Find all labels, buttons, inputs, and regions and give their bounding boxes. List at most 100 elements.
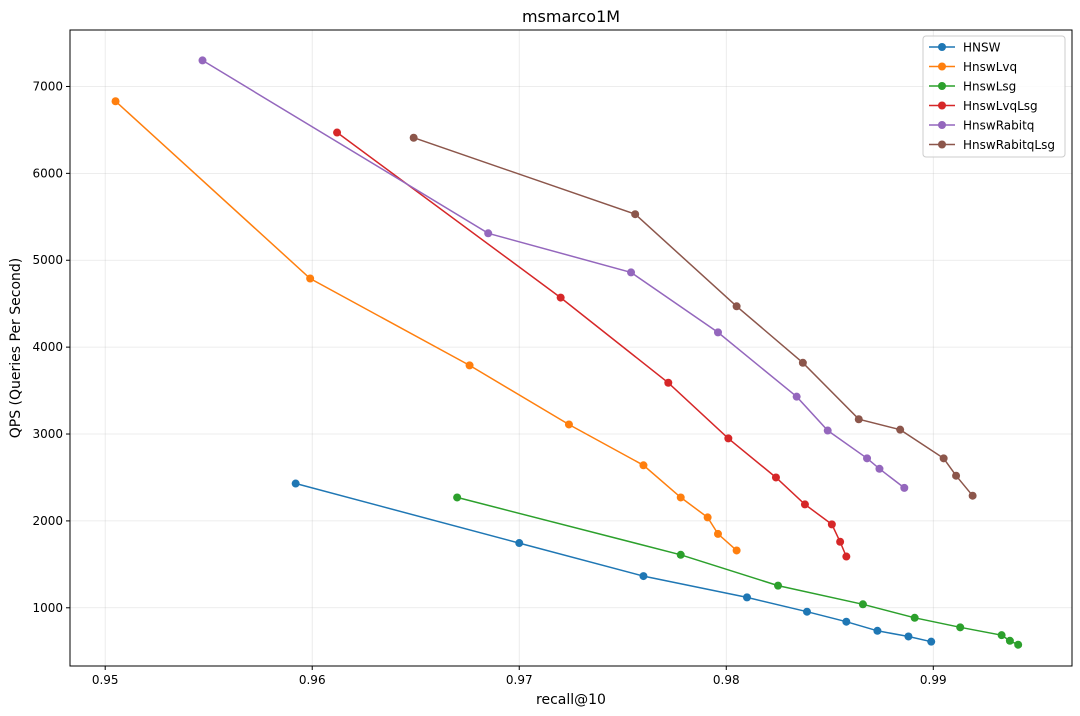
- y-tick-label: 5000: [32, 253, 63, 267]
- data-point-hnswrabitq: [627, 268, 636, 277]
- data-point-hnswlsg: [1014, 640, 1023, 649]
- legend-label: HnswLsg: [963, 80, 1016, 94]
- x-axis: 0.95 0.96 0.97 0.98 0.99: [92, 666, 947, 687]
- grid: [70, 30, 1072, 666]
- data-point-hnswrabitq: [198, 56, 207, 65]
- x-tick-label: 0.95: [92, 673, 119, 687]
- data-point-hnswlvq: [111, 97, 120, 106]
- data-point-hnswlvq: [564, 420, 573, 429]
- data-point-hnswrabitqlsg: [968, 491, 977, 500]
- legend-label: HnswRabitq: [963, 119, 1034, 133]
- data-point-hnswlvqlsg: [664, 378, 673, 387]
- series-layer: [111, 56, 1023, 649]
- series-hnswlvq: [111, 97, 741, 555]
- data-point-hnswrabitq: [875, 464, 884, 473]
- y-axis: 1000 2000 3000 4000 5000 6000 7000: [32, 79, 70, 615]
- legend-marker: [938, 101, 946, 110]
- y-tick-label: 3000: [32, 427, 63, 441]
- data-point-hnswrabitq: [484, 229, 493, 238]
- x-tick-label: 0.96: [299, 673, 326, 687]
- data-point-hnswlvq: [306, 274, 315, 283]
- x-tick-label: 0.97: [506, 673, 533, 687]
- data-point-hnswrabitq: [713, 328, 722, 337]
- legend-marker: [938, 82, 946, 90]
- data-point-hnswlvqlsg: [724, 434, 733, 443]
- chart-title: msmarco1M: [522, 7, 620, 26]
- legend-item-hnswlvqlsg: HnswLvqLsg: [929, 99, 1038, 113]
- data-point-hnswlvqlsg: [771, 473, 780, 482]
- series-hnswrabitqlsg: [409, 133, 977, 500]
- data-point-hnswrabitqlsg: [952, 471, 961, 480]
- data-point-hnswlsg: [1005, 636, 1014, 645]
- legend-item-hnswrabitqlsg: HnswRabitqLsg: [929, 138, 1055, 152]
- x-axis-title: recall@10: [536, 692, 606, 708]
- y-axis-title: QPS (Queries Per Second): [8, 258, 24, 439]
- x-tick-label: 0.98: [713, 673, 740, 687]
- data-point-hnsw: [742, 593, 751, 602]
- data-point-hnswrabitqlsg: [798, 358, 807, 367]
- data-point-hnsw: [803, 607, 812, 616]
- data-point-hnsw: [927, 637, 936, 646]
- data-point-hnswrabitqlsg: [854, 415, 863, 424]
- data-point-hnswlvqlsg: [827, 520, 836, 529]
- legend-item-hnswrabitq: HnswRabitq: [929, 119, 1034, 133]
- data-point-hnswlvqlsg: [842, 552, 851, 561]
- data-point-hnswlvqlsg: [333, 128, 342, 137]
- data-point-hnsw: [842, 617, 851, 626]
- data-point-hnswrabitq: [823, 426, 832, 435]
- legend-box: [922, 35, 1066, 158]
- y-tick-label: 2000: [32, 514, 63, 528]
- legend-marker: [938, 140, 946, 149]
- legend: HNSW HnswLvq HnswLsg HnswLvqLsg HnswRabitq Hn…: [922, 35, 1066, 158]
- series-hnswlvqlsg: [333, 128, 851, 561]
- legend-item-hnswlvq: HnswLvq: [929, 60, 1017, 74]
- x-tick-label: 0.99: [920, 673, 947, 687]
- legend-label: HNSW: [963, 41, 1001, 55]
- legend-item-hnswlsg: HnswLsg: [929, 80, 1016, 94]
- legend-label: HnswLvq: [963, 60, 1017, 74]
- data-point-hnswrabitqlsg: [939, 454, 948, 463]
- data-point-hnsw: [515, 539, 524, 548]
- data-point-hnswlvqlsg: [800, 500, 809, 509]
- legend-marker: [938, 43, 946, 51]
- plot-frame: [69, 29, 1073, 667]
- y-tick-label: 7000: [32, 79, 63, 93]
- series-hnswrabitq: [198, 56, 909, 492]
- data-point-hnswlsg: [858, 600, 867, 609]
- data-point-hnswlsg: [774, 581, 783, 590]
- data-point-hnswlvq: [639, 461, 648, 470]
- data-point-hnswlvqlsg: [556, 293, 565, 302]
- data-point-hnsw: [291, 479, 300, 488]
- y-tick-label: 6000: [32, 166, 63, 180]
- data-point-hnswrabitqlsg: [631, 210, 640, 219]
- data-point-hnswrabitqlsg: [896, 425, 905, 434]
- data-point-hnswrabitq: [792, 392, 801, 401]
- data-point-hnswlsg: [956, 623, 965, 632]
- legend-marker: [938, 62, 946, 71]
- data-point-hnsw: [904, 632, 913, 641]
- data-point-hnswlvqlsg: [836, 537, 845, 546]
- data-point-hnswrabitqlsg: [409, 133, 418, 142]
- data-point-hnswrabitqlsg: [732, 302, 741, 311]
- data-point-hnsw: [873, 626, 882, 635]
- data-point-hnswlsg: [910, 613, 919, 622]
- legend-marker: [938, 121, 946, 129]
- data-point-hnswlsg: [453, 493, 462, 502]
- series-hnswlsg: [453, 493, 1023, 649]
- data-point-hnswlvq: [703, 513, 712, 522]
- data-point-hnswlsg: [997, 631, 1006, 640]
- data-point-hnswlvq: [732, 546, 741, 555]
- data-point-hnswlvq: [713, 529, 722, 538]
- y-tick-label: 4000: [32, 340, 63, 354]
- data-point-hnswrabitq: [900, 483, 909, 492]
- legend-label: HnswLvqLsg: [963, 99, 1038, 113]
- legend-label: HnswRabitqLsg: [963, 138, 1055, 152]
- data-point-hnswlvq: [465, 361, 474, 370]
- legend-item-hnsw: HNSW: [929, 41, 1001, 55]
- data-point-hnswlsg: [676, 550, 685, 559]
- data-point-hnswlvq: [676, 493, 685, 502]
- series-hnsw: [291, 479, 936, 646]
- data-point-hnsw: [639, 572, 648, 581]
